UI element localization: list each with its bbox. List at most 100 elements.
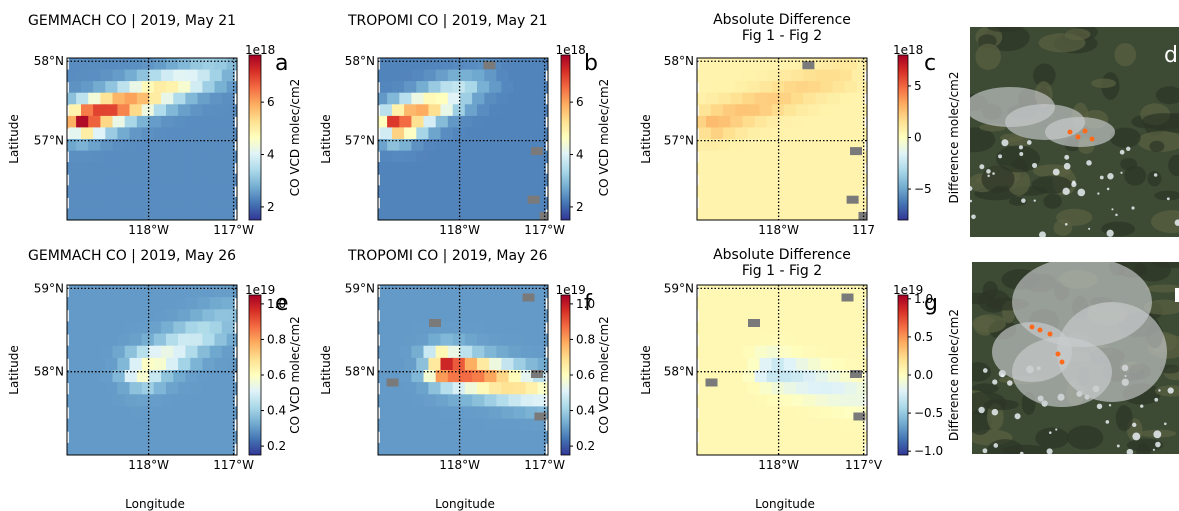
heatmap-cell	[489, 430, 503, 444]
heatmap-cell	[718, 321, 732, 335]
heatmap-cell	[472, 139, 486, 152]
heatmap-cell	[149, 418, 163, 432]
cloud-fleck	[1108, 404, 1112, 407]
terrain-patch	[1124, 165, 1147, 186]
heatmap-cell	[81, 285, 95, 299]
heatmap-cell	[166, 357, 180, 371]
heatmap-cell	[112, 162, 126, 175]
y-tick-label: 58°N	[34, 54, 64, 68]
heatmap-cell	[742, 394, 756, 408]
heatmap-cell	[136, 370, 150, 384]
heatmap-cell	[416, 382, 430, 396]
heatmap-cell	[464, 333, 478, 347]
colorbar-label: CO VCD molec/cm2	[288, 316, 302, 434]
heatmap-cell	[808, 104, 822, 117]
heatmap-cell	[161, 370, 175, 384]
panel-letter: d	[1164, 43, 1178, 68]
heatmap-cell	[399, 418, 413, 432]
heatmap-cell	[820, 406, 834, 420]
heatmap-cell	[202, 285, 216, 299]
heatmap-cell	[766, 394, 780, 408]
cloud-fleck	[1163, 422, 1167, 426]
heatmap-cell	[460, 321, 474, 335]
heatmap-cell	[93, 406, 107, 420]
heatmap-cell	[508, 208, 522, 220]
heatmap-cell	[851, 162, 865, 175]
heatmap-cell	[851, 115, 865, 129]
cloud-fleck	[1116, 444, 1120, 448]
heatmap-cell	[697, 321, 708, 335]
terrain-patch	[1141, 113, 1179, 130]
heatmap-cell	[81, 127, 95, 140]
heatmap-cell	[68, 430, 82, 444]
heatmap-cell	[844, 104, 858, 117]
heatmap-cell	[537, 382, 548, 396]
nodata-cell	[850, 370, 862, 378]
terrain-patch	[1056, 208, 1093, 226]
heatmap-cell	[759, 81, 773, 94]
heatmap-cell	[464, 285, 478, 299]
heatmap-cell	[93, 104, 107, 117]
heatmap-cell	[771, 406, 785, 420]
heatmap-cell	[697, 162, 708, 175]
cloud-fleck	[1174, 219, 1179, 226]
heatmap-cell	[221, 92, 235, 106]
panel-subtitle: Fig 1 - Fig 2	[742, 263, 822, 279]
heatmap-cell	[387, 69, 401, 83]
heatmap-cell	[379, 81, 393, 94]
heatmap-cell	[153, 382, 167, 396]
heatmap-cell	[856, 196, 867, 210]
cloud-fleck	[1088, 227, 1091, 230]
heatmap-cell	[460, 345, 474, 359]
nodata-cell	[705, 378, 718, 387]
heatmap-cell	[537, 104, 548, 117]
heatmap-cell	[399, 208, 413, 220]
heatmap-cell	[226, 333, 237, 347]
heatmap-cell	[149, 162, 163, 175]
heatmap-cell	[718, 162, 732, 175]
heatmap-cell	[803, 321, 817, 335]
colorbar-tick-label: 0.5	[914, 330, 933, 344]
heatmap-cell	[735, 127, 749, 140]
heatmap-cell	[501, 104, 515, 117]
heatmap-cell	[706, 69, 720, 83]
terrain-patch	[1035, 427, 1070, 449]
heatmap-cell	[754, 115, 768, 129]
heatmap-cell	[464, 430, 478, 444]
heatmap-cell	[452, 309, 466, 323]
heatmap-cell	[771, 309, 785, 323]
heatmap-cell	[112, 69, 126, 83]
heatmap-cell	[718, 394, 732, 408]
heatmap-cell	[214, 309, 228, 323]
heatmap-cell	[796, 382, 810, 396]
heatmap-cell	[779, 345, 793, 359]
heatmap-cell	[411, 208, 425, 220]
heatmap-cell	[404, 309, 418, 323]
heatmap-cell	[392, 333, 406, 347]
colorbar-tick-label: 6	[576, 95, 584, 109]
colorbar-tick-label: 1.0	[267, 297, 286, 311]
colorbar-tick-label: −0.5	[914, 406, 943, 420]
heatmap-cell	[697, 115, 708, 129]
heatmap-cell	[202, 406, 216, 420]
heatmap-cell	[477, 357, 491, 371]
heatmap-cell	[477, 309, 491, 323]
terrain-patch	[1001, 444, 1050, 454]
cloud-fleck	[1052, 168, 1060, 176]
heatmap-cell	[153, 406, 167, 420]
heatmap-cell	[149, 185, 163, 198]
heatmap-cell	[76, 115, 90, 129]
heatmap-cell	[124, 345, 138, 359]
heatmap-cell	[747, 173, 761, 187]
heatmap-cells	[67, 58, 237, 220]
heatmap-cell	[435, 370, 449, 384]
heatmap-cell	[423, 418, 437, 432]
cloud-fleck	[1018, 145, 1023, 150]
heatmap-cell	[464, 357, 478, 371]
heatmap-cell	[779, 370, 793, 384]
heatmap-cell	[779, 297, 793, 311]
cloud-fleck	[987, 174, 990, 178]
terrain-patch	[972, 314, 1007, 333]
y-tick-label: 57°N	[345, 134, 375, 148]
heatmap-cell	[537, 81, 548, 94]
